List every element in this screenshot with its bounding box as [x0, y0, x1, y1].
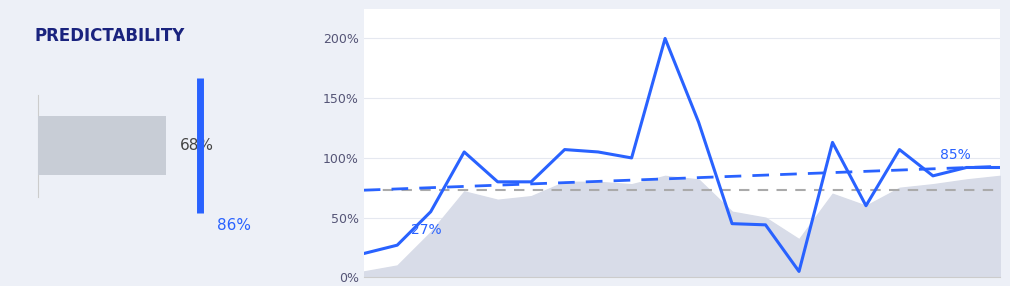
Text: PREDICTABILITY: PREDICTABILITY	[34, 27, 185, 45]
Text: 27%: 27%	[411, 223, 441, 237]
Text: 68%: 68%	[180, 138, 214, 153]
Bar	[37, 116, 167, 175]
Text: 86%: 86%	[217, 218, 251, 233]
Text: 85%: 85%	[939, 148, 971, 162]
